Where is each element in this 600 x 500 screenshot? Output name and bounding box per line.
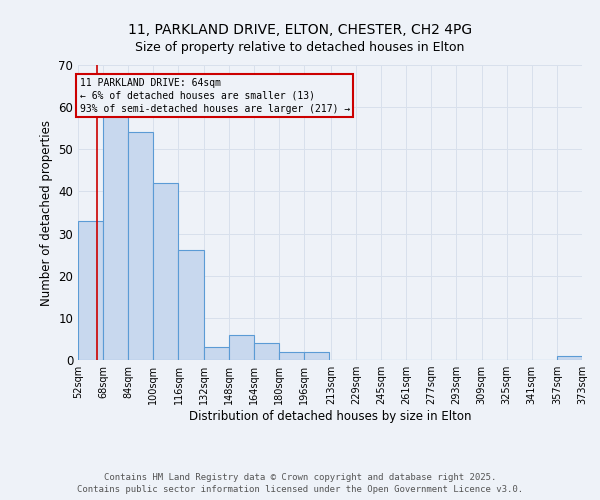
- Bar: [203, 348, 229, 360]
- Bar: [557, 356, 582, 360]
- Bar: [128, 132, 154, 360]
- Text: Contains public sector information licensed under the Open Government Licence v3: Contains public sector information licen…: [77, 485, 523, 494]
- Bar: [304, 352, 329, 360]
- Text: Contains HM Land Registry data © Crown copyright and database right 2025.: Contains HM Land Registry data © Crown c…: [104, 472, 496, 482]
- Bar: [178, 250, 203, 360]
- Text: 11 PARKLAND DRIVE: 64sqm
← 6% of detached houses are smaller (13)
93% of semi-de: 11 PARKLAND DRIVE: 64sqm ← 6% of detache…: [80, 78, 350, 114]
- X-axis label: Distribution of detached houses by size in Elton: Distribution of detached houses by size …: [189, 410, 471, 423]
- Bar: [103, 116, 128, 360]
- Bar: [229, 334, 254, 360]
- Bar: [254, 343, 279, 360]
- Text: 11, PARKLAND DRIVE, ELTON, CHESTER, CH2 4PG: 11, PARKLAND DRIVE, ELTON, CHESTER, CH2 …: [128, 22, 472, 36]
- Bar: [154, 183, 178, 360]
- Bar: [279, 352, 304, 360]
- Bar: [78, 221, 103, 360]
- Text: Size of property relative to detached houses in Elton: Size of property relative to detached ho…: [136, 41, 464, 54]
- Y-axis label: Number of detached properties: Number of detached properties: [40, 120, 53, 306]
